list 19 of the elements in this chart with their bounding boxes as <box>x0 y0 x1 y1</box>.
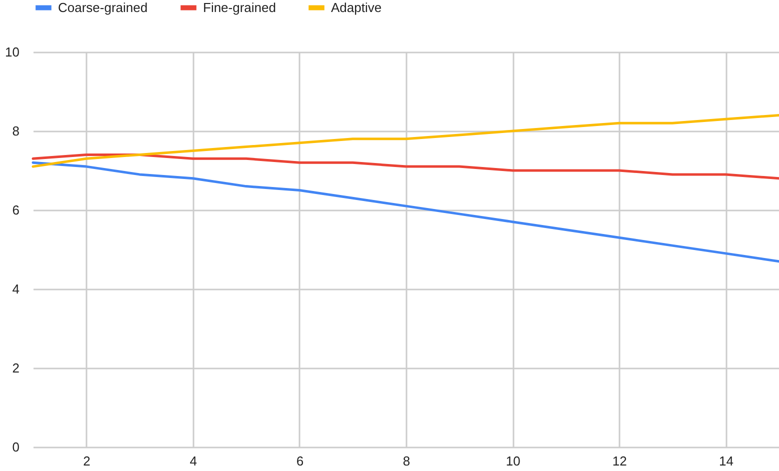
legend-label: Fine-grained <box>203 0 276 15</box>
y-tick-label: 0 <box>12 440 20 454</box>
x-tick-label: 14 <box>718 454 734 468</box>
x-tick-label: 6 <box>296 454 304 468</box>
y-tick-label: 10 <box>5 44 20 60</box>
legend-label: Adaptive <box>331 0 382 15</box>
x-tick-label: 8 <box>402 454 410 468</box>
y-tick-label: 6 <box>12 202 20 218</box>
x-tick-label: 4 <box>190 454 197 468</box>
line-series <box>32 161 779 263</box>
x-tick-label: 2 <box>83 454 90 468</box>
line-series <box>32 114 779 168</box>
y-tick-label: 4 <box>12 282 20 296</box>
y-tick-label: 8 <box>12 124 20 138</box>
x-tick-label: 12 <box>612 454 627 468</box>
y-tick-label: 2 <box>12 360 20 376</box>
x-tick-label: 10 <box>506 454 520 468</box>
legend-label: Coarse-grained <box>58 0 148 15</box>
line-series <box>32 153 779 180</box>
